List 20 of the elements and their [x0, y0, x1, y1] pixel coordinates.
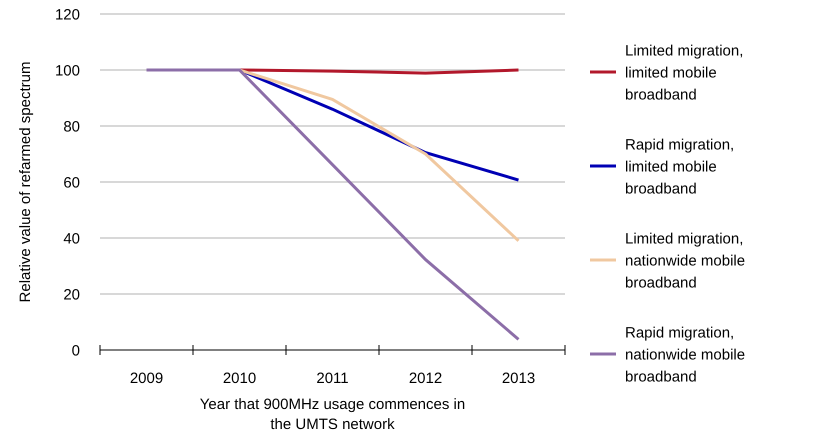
- y-tick-label: 80: [63, 118, 80, 136]
- x-tick-label: 2012: [408, 370, 442, 387]
- y-tick-label: 120: [54, 6, 80, 24]
- line-series: [238, 68, 520, 242]
- legend-label: Limited migration, limited mobile broadband: [625, 42, 744, 104]
- legend-label: Limited migration, nationwide mobile broadband: [625, 230, 746, 292]
- line-series: [145, 68, 520, 341]
- y-tick-label: 40: [63, 230, 80, 248]
- x-axis-title: Year that 900MHz usage commences in the UMTS network: [200, 396, 466, 433]
- x-tick-label: 2009: [130, 370, 164, 387]
- legend-label: Rapid migration, nationwide mobile broadband: [625, 324, 746, 386]
- y-axis-title: Relative value of refarmed spectrum: [17, 62, 34, 302]
- y-tick-label: 60: [63, 174, 80, 192]
- legend-label: Rapid migration, limited mobile broadband: [625, 136, 734, 198]
- x-tick-label: 2013: [502, 370, 536, 387]
- y-tick-label: 100: [54, 62, 80, 80]
- y-tick-label: 0: [72, 342, 80, 360]
- y-tick-label: 20: [63, 286, 80, 304]
- x-tick-label: 2010: [222, 370, 256, 387]
- x-tick-label: 2011: [316, 370, 349, 387]
